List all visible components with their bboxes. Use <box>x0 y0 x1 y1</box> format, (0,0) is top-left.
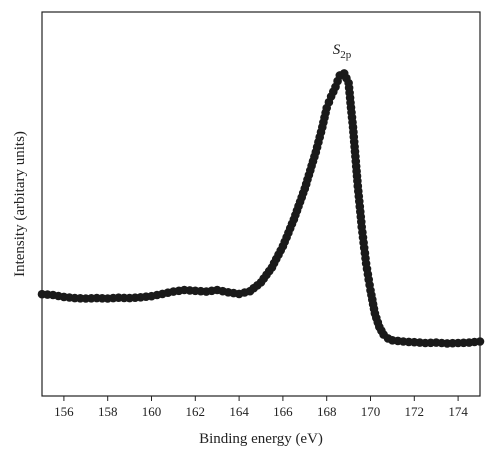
x-tick-label: 170 <box>361 404 381 419</box>
data-point <box>475 337 485 346</box>
x-axis-label: Binding energy (eV) <box>199 431 323 447</box>
series-markers <box>37 69 485 348</box>
x-axis-ticks <box>63 396 459 401</box>
plot-frame <box>41 11 481 397</box>
x-tick-label: 160 <box>142 404 162 419</box>
x-tick-label: 158 <box>98 404 118 419</box>
y-axis-label: Intensity (arbitary units) <box>12 131 28 277</box>
x-tick-label: 162 <box>186 404 206 419</box>
x-axis-tick-labels: 156 158 160 162 164 166 168 170 172 174 <box>54 404 468 419</box>
x-tick-label: 174 <box>448 404 468 419</box>
peak-annotation: S2p <box>333 42 352 61</box>
annotation-main: S <box>333 42 341 58</box>
series-line <box>41 72 481 344</box>
x-tick-label: 166 <box>273 404 293 419</box>
x-tick-label: 156 <box>54 404 74 419</box>
x-tick-label: 172 <box>405 404 425 419</box>
x-tick-label: 164 <box>229 404 249 419</box>
x-tick-label: 168 <box>317 404 337 419</box>
annotation-sub: 2p <box>340 49 352 61</box>
